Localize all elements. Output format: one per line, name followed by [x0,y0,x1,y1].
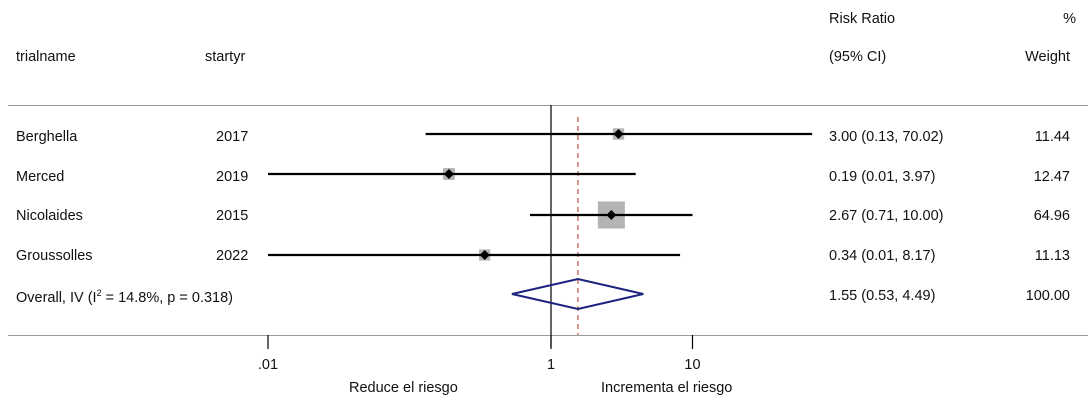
study-ci-1: 0.19 (0.01, 3.97) [829,169,936,185]
study-trialname-0: Berghella [16,129,78,145]
study-startyr-2: 2015 [216,208,249,224]
study-trialname-3: Groussolles [16,248,93,264]
overall-ci: 1.55 (0.53, 4.49) [829,288,936,304]
point-estimate-1 [443,169,454,179]
header-ci: (95% CI) [829,49,887,65]
point-estimate-2 [606,210,617,220]
study-trialname-2: Nicolaides [16,208,83,224]
overall-label-sup: 2 [96,288,102,298]
study-startyr-0: 2017 [216,129,249,145]
x-tick-label-2: 10 [684,357,700,373]
overall-label-suffix: = 14.8%, p = 0.318) [101,289,233,306]
study-ci-0: 3.00 (0.13, 70.02) [829,129,944,145]
point-estimate-0 [613,129,624,139]
study-startyr-3: 2022 [216,248,249,264]
overall-diamond [511,277,644,311]
header-risk-ratio: Risk Ratio [829,11,896,27]
x-tick-label-0: .01 [258,357,278,373]
study-trialname-1: Merced [16,169,65,185]
header-percent: % [1063,11,1076,27]
header-startyr: startyr [205,49,246,65]
study-ci-2: 2.67 (0.71, 10.00) [829,208,944,224]
x-label-right: Incrementa el riesgo [601,380,733,396]
header-trialname: trialname [16,49,76,65]
study-weight-0: 11.44 [1034,129,1070,145]
study-startyr-1: 2019 [216,169,249,185]
study-weight-2: 64.96 [1033,208,1070,224]
header-separator [8,105,1088,106]
header-weight: Weight [1025,49,1070,65]
overall-weight: 100.00 [1025,288,1070,304]
overall-label: Overall, IV (I2 = 14.8%, p = 0.318) [16,288,233,306]
point-estimate-3 [479,250,490,260]
study-weight-3: 11.13 [1034,248,1070,264]
x-label-left: Reduce el riesgo [349,380,458,396]
study-weight-1: 12.47 [1033,169,1070,185]
footer-separator [8,335,1088,336]
study-ci-3: 0.34 (0.01, 8.17) [829,248,936,264]
overall-label-prefix: Overall, IV (I [16,289,97,306]
x-tick-label-1: 1 [547,357,555,373]
